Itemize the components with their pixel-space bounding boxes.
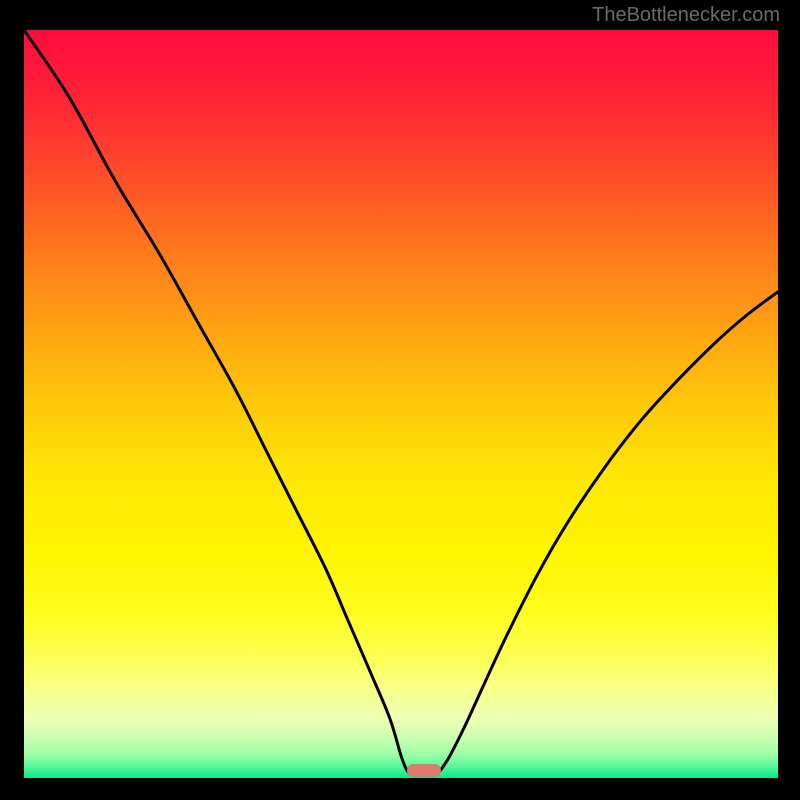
chart-container: TheBottlenecker.com: [0, 0, 800, 800]
optimal-marker: [407, 764, 441, 777]
watermark-text: TheBottlenecker.com: [592, 4, 780, 27]
bottleneck-curve: [24, 30, 778, 778]
plot-area: [24, 30, 778, 778]
